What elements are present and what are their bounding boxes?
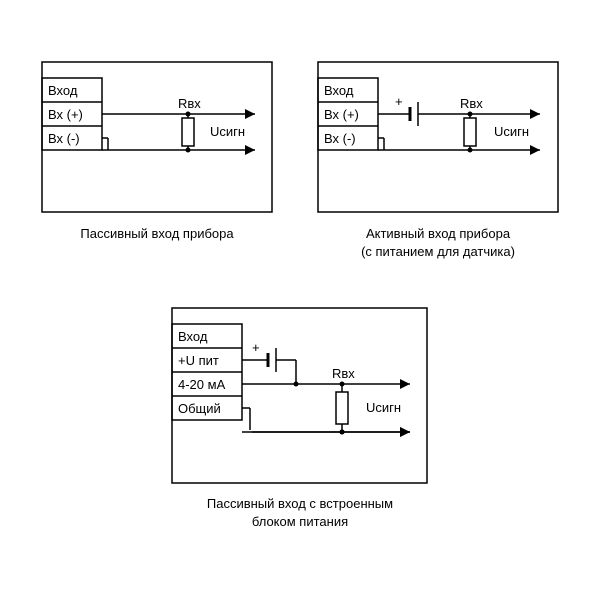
- p2-plus: +: [395, 94, 403, 109]
- diagram-canvas: Вход Вх (+) Вх (-) Вход Вх (+) Вх (-): [0, 0, 600, 600]
- p2-u: Uсигн: [494, 124, 529, 139]
- p2-header: Вход: [324, 83, 354, 98]
- p2-caption1: Активный вход прибора: [366, 226, 511, 241]
- p3-t2: 4-20 мА: [178, 377, 226, 392]
- p3-header: Вход: [178, 329, 208, 344]
- p2-caption2: (с питанием для датчика): [361, 244, 515, 259]
- p3-r: Rвх: [332, 366, 355, 381]
- p3-plus: +: [252, 340, 260, 355]
- p3-u: Uсигн: [366, 400, 401, 415]
- p1-t2: Вх (-): [48, 131, 80, 146]
- p2-r: Rвх: [460, 96, 483, 111]
- p1-caption: Пассивный вход прибора: [80, 226, 234, 241]
- p2-t2: Вх (-): [324, 131, 356, 146]
- p3-t1: +U пит: [178, 353, 219, 368]
- p1-t1: Вх (+): [48, 107, 83, 122]
- p1-r: Rвх: [178, 96, 201, 111]
- p2-t1: Вх (+): [324, 107, 359, 122]
- p3-caption1: Пассивный вход с встроенным: [207, 496, 393, 511]
- p3-caption2: блоком питания: [252, 514, 348, 529]
- p1-header: Вход: [48, 83, 78, 98]
- p1-u: Uсигн: [210, 124, 245, 139]
- p3-t3: Общий: [178, 401, 221, 416]
